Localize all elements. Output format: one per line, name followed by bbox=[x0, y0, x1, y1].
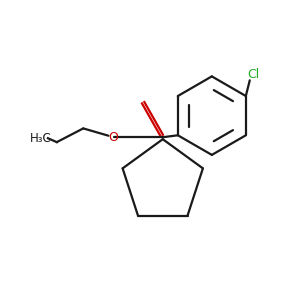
Text: O: O bbox=[109, 131, 118, 144]
Text: H₃C: H₃C bbox=[30, 132, 52, 145]
Text: Cl: Cl bbox=[248, 68, 260, 81]
